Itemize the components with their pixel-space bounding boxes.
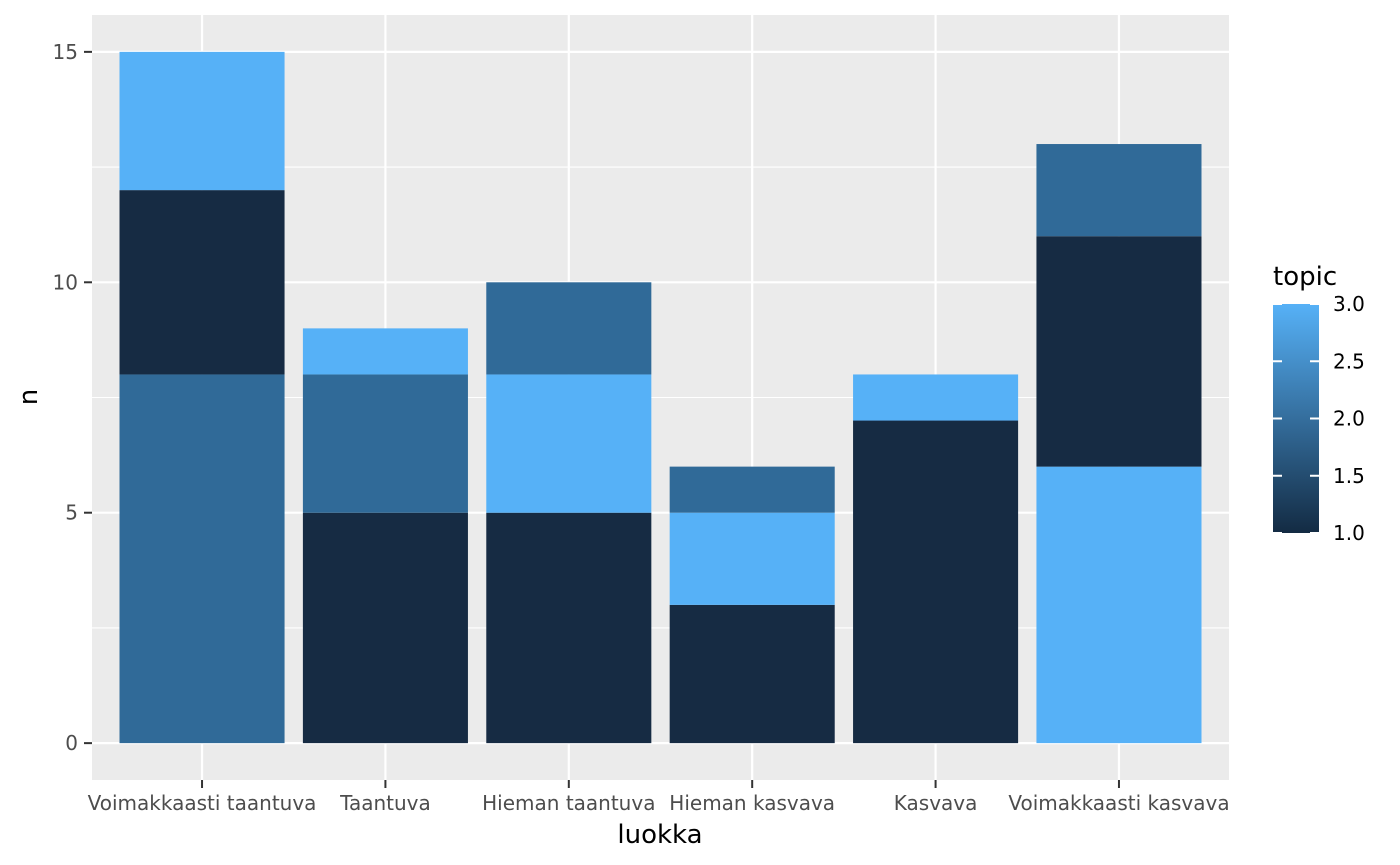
bar-segment — [669, 466, 835, 513]
bar-segment — [853, 420, 1019, 744]
bar-segment — [853, 374, 1019, 421]
x-tick-label: Voimakkaasti kasvava — [1008, 791, 1229, 815]
y-tick-label: 0 — [65, 731, 78, 755]
bar-segment — [1036, 144, 1202, 237]
x-tick-label: Taantuva — [339, 791, 431, 815]
bar-segment — [486, 512, 652, 744]
bar-segment — [669, 604, 835, 744]
x-axis: Voimakkaasti taantuva Taantuva Hieman taan… — [88, 780, 1230, 815]
legend-label: 3.0 — [1333, 292, 1365, 316]
bar-segment — [486, 282, 652, 375]
x-axis-title: luokka — [617, 820, 702, 850]
y-tick-label: 5 — [65, 501, 78, 525]
legend-title: topic — [1273, 262, 1337, 292]
bars — [119, 51, 1202, 744]
bar-segment — [486, 374, 652, 513]
bar-segment — [1036, 236, 1202, 467]
y-axis-title: n — [14, 389, 44, 405]
bar-segment — [669, 512, 835, 605]
legend-label: 2.5 — [1333, 349, 1365, 373]
bar-segment — [119, 190, 285, 375]
y-tick-label: 15 — [53, 40, 78, 64]
x-tick-label: Kasvava — [894, 791, 978, 815]
y-axis: 0 5 10 15 — [53, 40, 92, 755]
bar-segment — [302, 374, 468, 513]
legend: topic 3.0 2.5 2.0 1.5 1.0 — [1273, 262, 1365, 545]
y-tick-label: 10 — [53, 270, 78, 294]
x-tick-label: Hieman kasvava — [669, 791, 835, 815]
x-tick-label: Hieman taantuva — [482, 791, 655, 815]
bar-segment — [119, 51, 285, 191]
bar-segment — [302, 512, 468, 744]
bar-segment — [119, 374, 285, 744]
legend-label: 1.5 — [1333, 464, 1365, 488]
x-tick-label: Voimakkaasti taantuva — [88, 791, 317, 815]
legend-label: 1.0 — [1333, 521, 1365, 545]
legend-label: 2.0 — [1333, 407, 1365, 431]
bar-segment — [302, 328, 468, 375]
bar-segment — [1036, 466, 1202, 744]
